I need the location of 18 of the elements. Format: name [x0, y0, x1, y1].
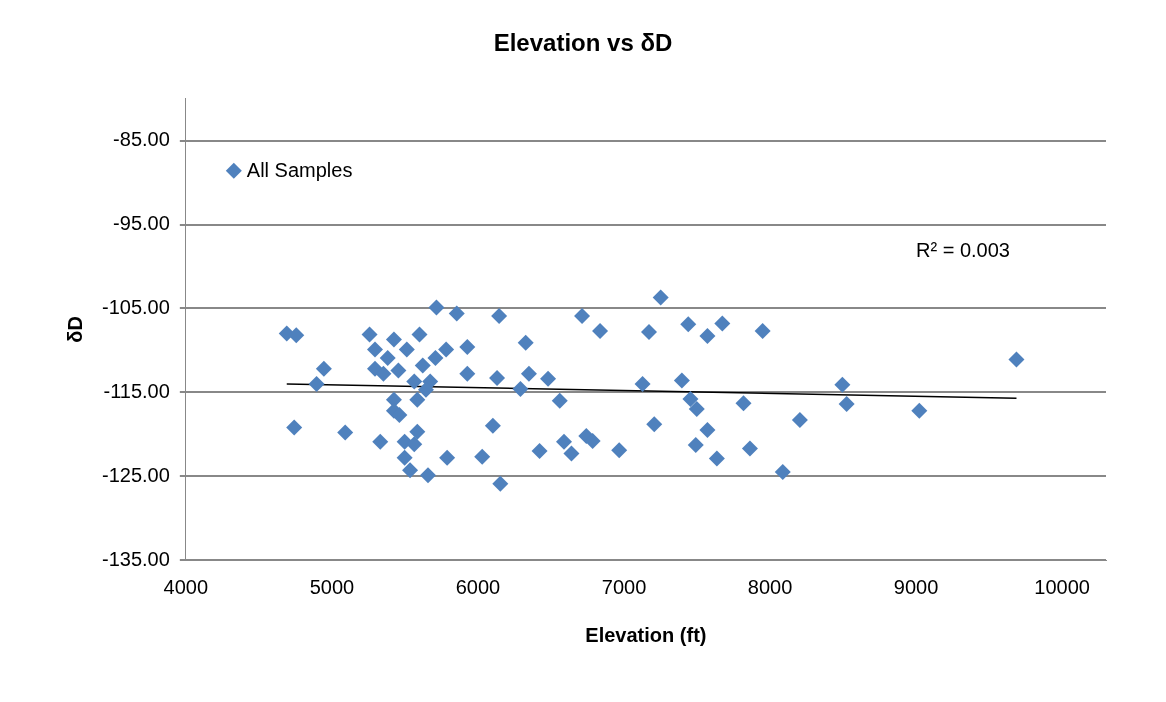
x-tick-label: 4000 [163, 575, 209, 598]
y-axis-title: δD [63, 316, 86, 343]
y-tick-label: -85.00 [113, 128, 170, 151]
x-tick-label: 10000 [1034, 575, 1090, 598]
y-tick-label: -125.00 [101, 463, 170, 486]
y-tick-label: -115.00 [103, 379, 170, 402]
x-tick-label: 8000 [747, 575, 793, 598]
chart-title: Elevation vs δD [493, 29, 673, 57]
x-axis-title: Elevation (ft) [585, 623, 707, 646]
annotation: R² = 0.003 [916, 239, 1010, 262]
x-tick-label: 6000 [455, 575, 501, 598]
y-tick-label: -105.00 [101, 295, 170, 318]
y-tick-label: -95.00 [113, 212, 170, 235]
y-tick-label: -135.00 [101, 547, 170, 570]
x-tick-label: 9000 [893, 575, 939, 598]
x-tick-label: 5000 [309, 575, 355, 598]
legend-label: All Samples [246, 159, 353, 182]
x-tick-label: 7000 [601, 575, 647, 598]
